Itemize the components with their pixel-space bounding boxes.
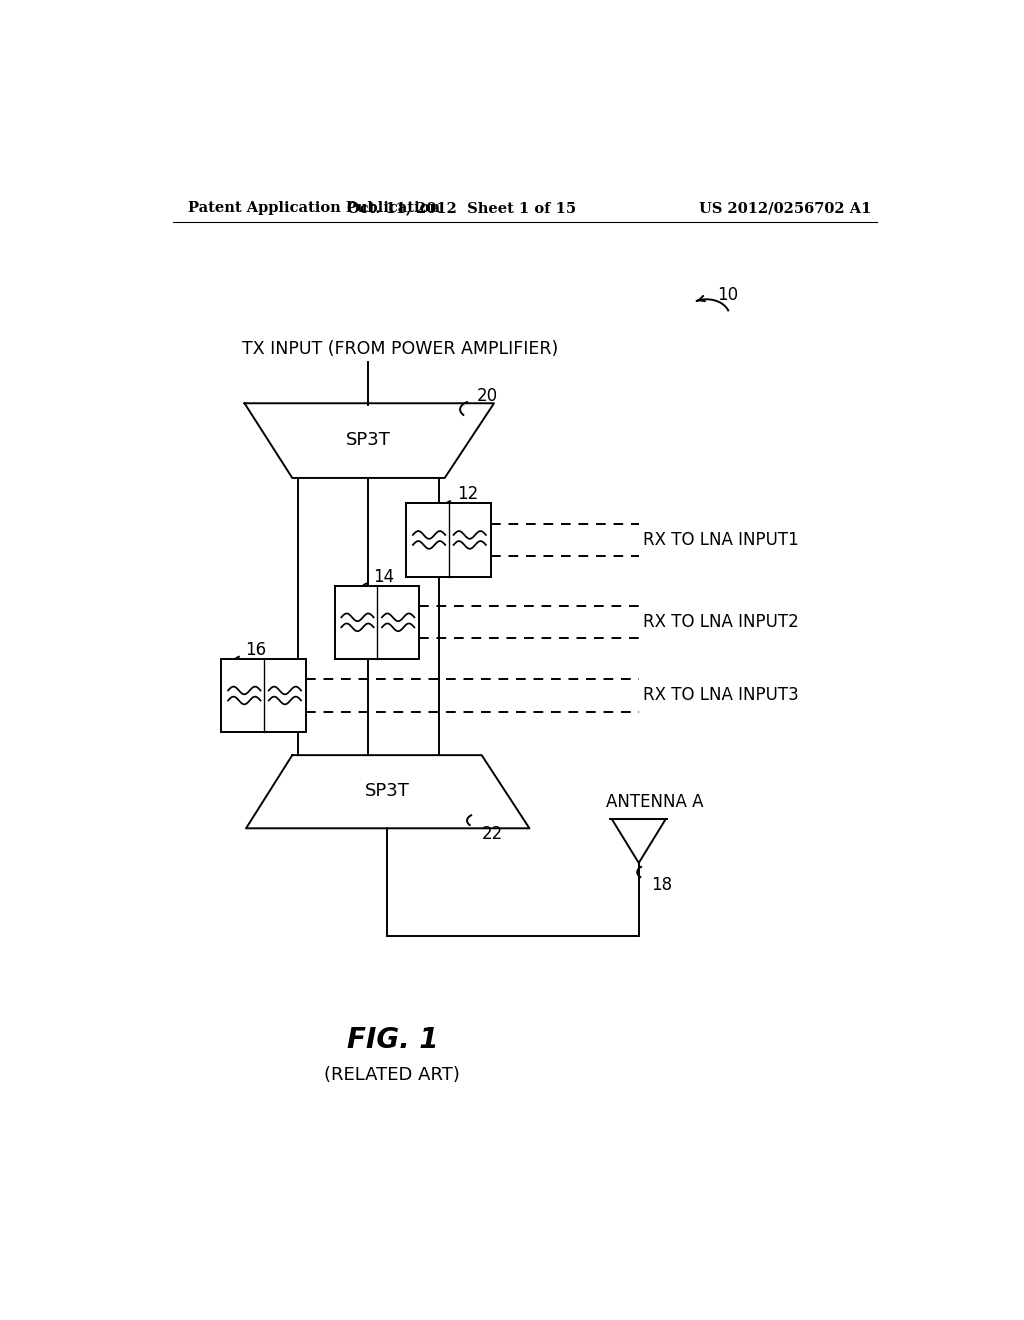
Text: SP3T: SP3T — [346, 432, 391, 449]
Text: 16: 16 — [245, 640, 266, 659]
Text: RX TO LNA INPUT2: RX TO LNA INPUT2 — [643, 614, 799, 631]
Text: US 2012/0256702 A1: US 2012/0256702 A1 — [698, 202, 871, 215]
Text: (RELATED ART): (RELATED ART) — [325, 1065, 461, 1084]
Text: RX TO LNA INPUT3: RX TO LNA INPUT3 — [643, 686, 799, 705]
Text: Patent Application Publication: Patent Application Publication — [188, 202, 440, 215]
Text: Oct. 11, 2012  Sheet 1 of 15: Oct. 11, 2012 Sheet 1 of 15 — [347, 202, 577, 215]
Text: 18: 18 — [651, 875, 672, 894]
Bar — [335, 586, 419, 659]
Text: RX TO LNA INPUT1: RX TO LNA INPUT1 — [643, 531, 799, 549]
Bar — [221, 659, 306, 733]
Text: 14: 14 — [373, 568, 394, 586]
Text: SP3T: SP3T — [365, 783, 410, 800]
Bar — [407, 503, 490, 577]
Text: ANTENNA A: ANTENNA A — [606, 793, 703, 810]
Text: TX INPUT (FROM POWER AMPLIFIER): TX INPUT (FROM POWER AMPLIFIER) — [243, 341, 558, 358]
Text: 20: 20 — [477, 387, 499, 404]
Text: 12: 12 — [457, 486, 478, 503]
Text: FIG. 1: FIG. 1 — [346, 1026, 438, 1055]
Text: 10: 10 — [717, 286, 738, 305]
Text: 22: 22 — [481, 825, 503, 843]
